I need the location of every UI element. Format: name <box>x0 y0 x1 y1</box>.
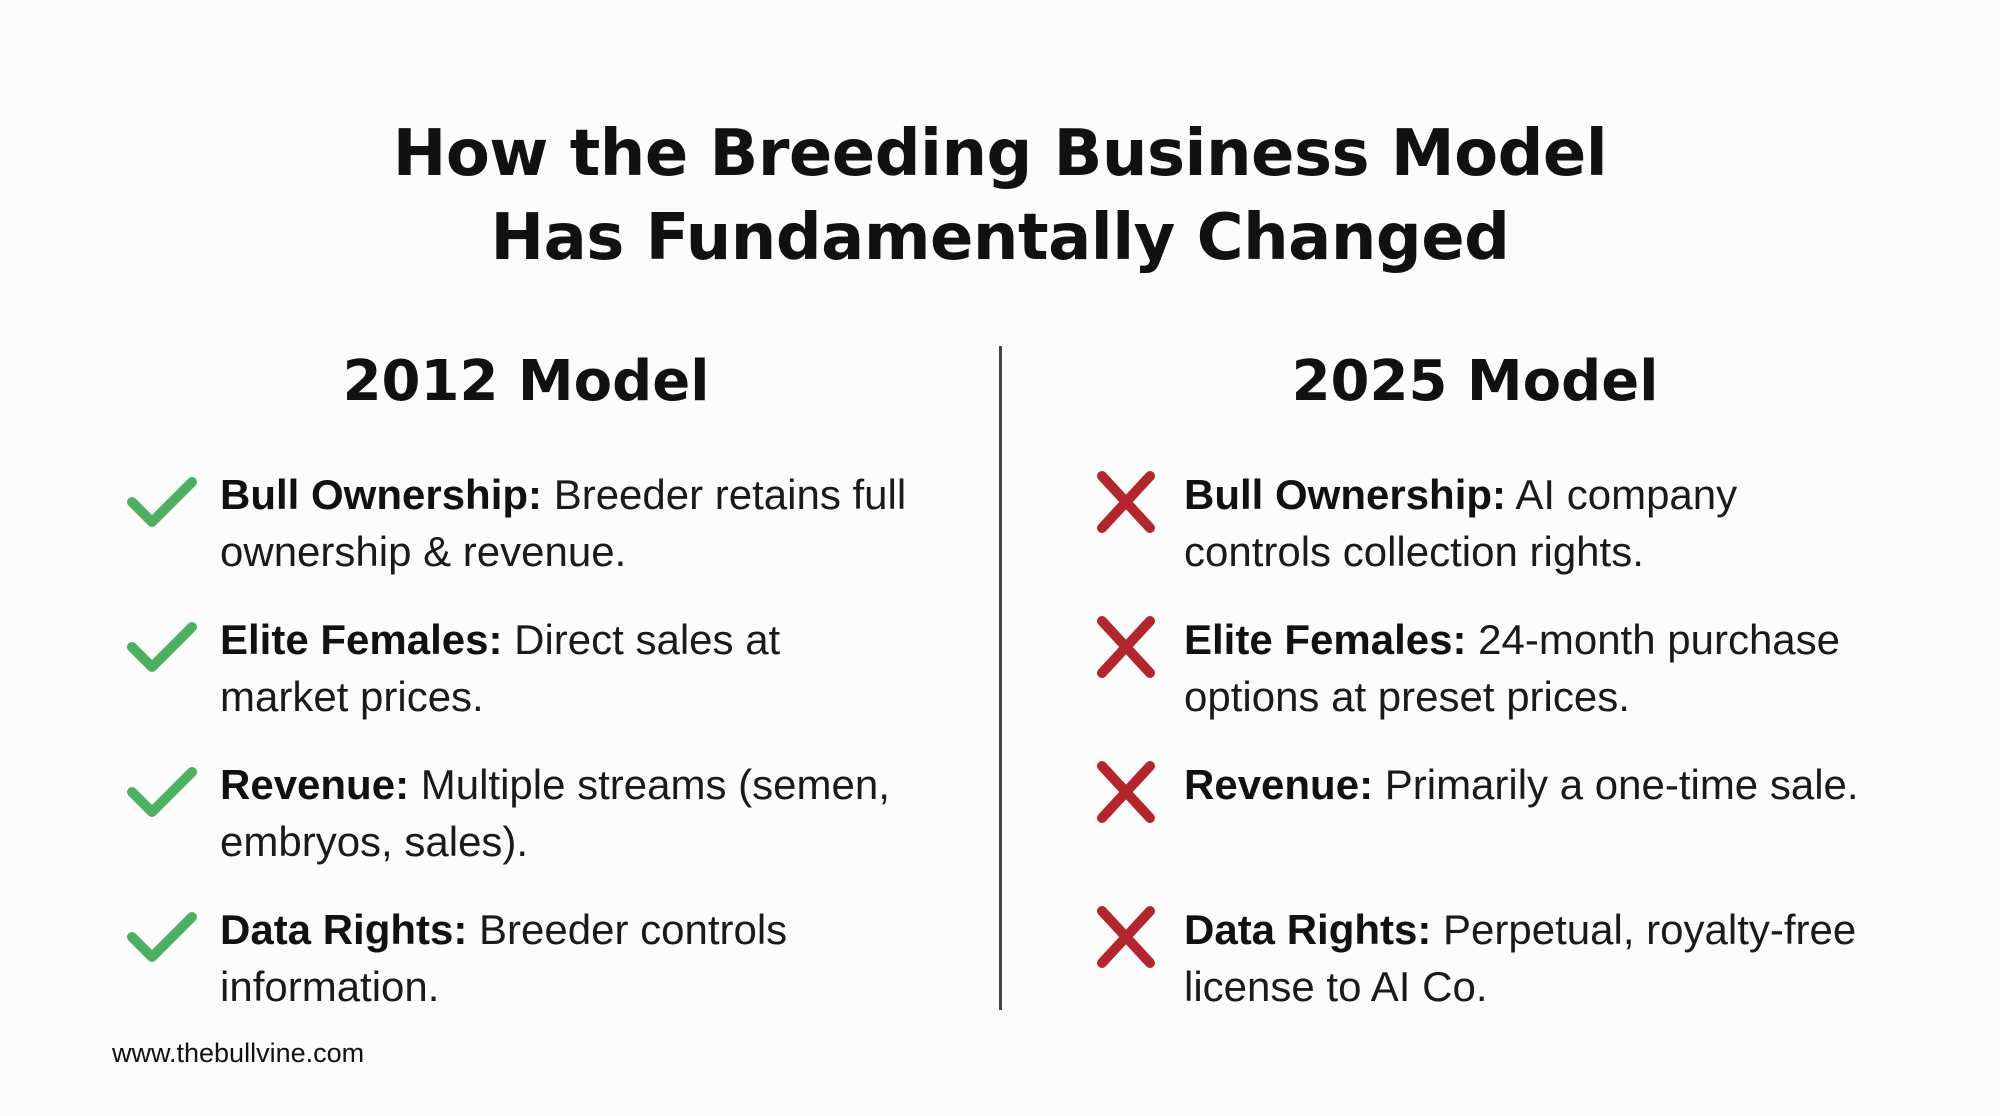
check-icon <box>127 622 197 672</box>
item-label: Elite Females: <box>220 616 503 663</box>
cross-icon <box>1097 761 1155 823</box>
title-line-2: Has Fundamentally Changed <box>490 201 1510 275</box>
item-description: Breeder retains full ownership & revenue… <box>220 471 907 575</box>
item-label: Data Rights: <box>220 906 468 953</box>
item-label: Bull Ownership: <box>1184 471 1507 518</box>
item-description: Direct sales at market prices. <box>220 616 781 720</box>
column-heading-2025: 2025 Model <box>1291 349 1659 414</box>
item-text: Data Rights: Perpetual, royalty-free lic… <box>1184 901 1884 1015</box>
check-icon <box>127 477 197 527</box>
page-title: How the Breeding Business Model Has Fund… <box>0 112 2000 280</box>
check-icon <box>127 912 197 962</box>
cross-icon <box>1097 616 1155 678</box>
item-description: Breeder controls information. <box>220 906 788 1010</box>
item-text: Elite Females: Direct sales at market pr… <box>220 611 920 725</box>
item-description: Primarily a one-time sale. <box>1384 761 1859 808</box>
item-description: Perpetual, royalty-free license to AI Co… <box>1184 906 1857 1010</box>
item-label: Elite Females: <box>1184 616 1467 663</box>
item-description: Multiple streams (semen, embryos, sales)… <box>220 761 890 865</box>
footer-url: www.thebullvine.com <box>112 1038 365 1068</box>
item-label: Bull Ownership: <box>220 471 543 518</box>
item-text: Bull Ownership: Breeder retains full own… <box>220 466 920 580</box>
cross-icon <box>1097 906 1155 968</box>
check-icon <box>127 767 197 817</box>
item-label: Data Rights: <box>1184 906 1432 953</box>
item-text: Revenue: Multiple streams (semen, embryo… <box>220 756 920 870</box>
item-text: Data Rights: Breeder controls informatio… <box>220 901 920 1015</box>
cross-icon <box>1097 471 1155 533</box>
item-label: Revenue: <box>1184 761 1374 808</box>
item-text: Bull Ownership: AI company controls coll… <box>1184 466 1884 580</box>
item-description: AI company controls collection rights. <box>1184 471 1738 575</box>
item-description: 24-month purchase options at preset pric… <box>1184 616 1841 720</box>
item-text: Elite Females: 24-month purchase options… <box>1184 611 1884 725</box>
item-text: Revenue: Primarily a one-time sale. <box>1184 756 1884 813</box>
title-line-1: How the Breeding Business Model <box>392 117 1608 191</box>
column-heading-2012: 2012 Model <box>342 349 710 414</box>
column-divider <box>999 346 1002 1010</box>
item-label: Revenue: <box>220 761 410 808</box>
